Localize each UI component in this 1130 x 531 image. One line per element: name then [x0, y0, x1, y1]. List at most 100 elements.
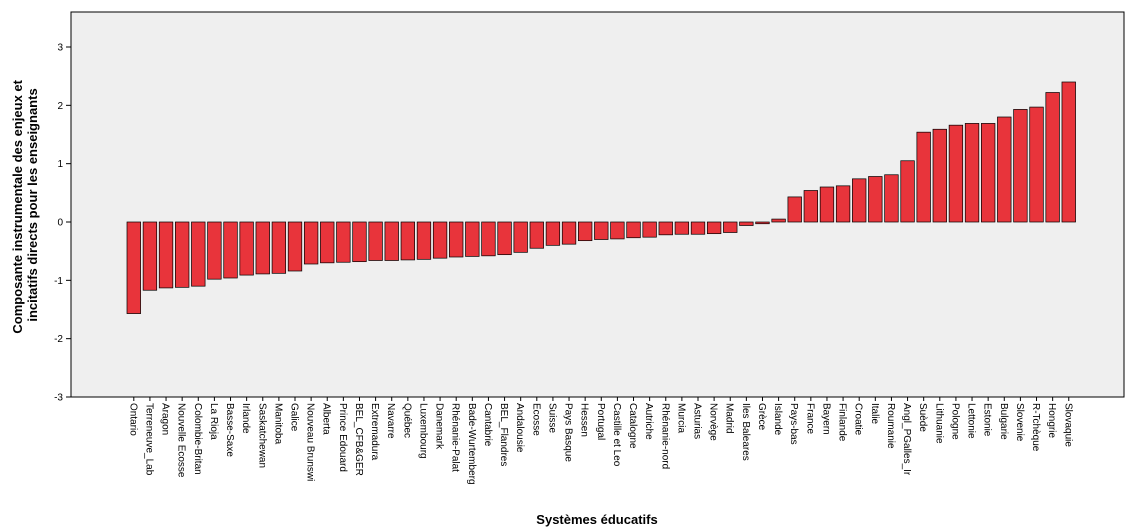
x-tick-label: Bade-Wurtemberg	[466, 403, 477, 485]
x-tick-label: Bulgarie	[998, 403, 1009, 440]
bar	[852, 178, 867, 223]
x-tick-label: Suisse	[546, 403, 557, 433]
bar	[803, 190, 818, 223]
x-tick-label: Norvège	[708, 403, 719, 441]
y-axis-title: Composante instrumentale des enjeux et i…	[10, 76, 40, 333]
x-tick-label: La Rioja	[208, 403, 219, 440]
bar	[287, 221, 303, 272]
bar	[916, 131, 931, 223]
x-tick-label: BEL_Flandres	[498, 403, 509, 466]
x-tick-label: Extremadura	[369, 403, 380, 461]
bar	[868, 176, 883, 223]
x-tick-label: Castille et Leo	[611, 403, 622, 467]
bar	[175, 221, 190, 288]
bar	[835, 185, 851, 223]
bar	[706, 221, 722, 235]
bar	[481, 221, 496, 257]
x-axis-title: Systèmes éducatifs	[536, 512, 657, 527]
bar	[1013, 109, 1028, 223]
y-tick-label: 3	[57, 43, 63, 54]
x-tick-label: Rhénanie-Palat	[450, 403, 461, 472]
bar	[191, 221, 206, 287]
bar	[610, 221, 625, 240]
x-tick-label: Madrid	[724, 403, 735, 434]
x-tick-label: Murcia	[675, 403, 686, 433]
bar	[432, 221, 448, 259]
bar	[561, 221, 577, 245]
x-tick-label: Rhénanie-nord	[659, 403, 670, 469]
x-tick-label: Manitoba	[272, 403, 283, 445]
x-tick-label: Roumanie	[885, 403, 896, 449]
y-tick-label: 1	[57, 159, 63, 170]
bar	[207, 221, 222, 280]
x-tick-label: Croatie	[853, 403, 864, 436]
x-tick-label: Terreneuve_Lab	[143, 403, 154, 476]
bar	[819, 186, 835, 223]
bar	[465, 221, 480, 257]
x-tick-label: Italie	[869, 403, 880, 425]
x-tick-label: Québec	[401, 403, 412, 438]
y-axis: 3 2 1 0 -1 -2 -3	[54, 43, 71, 404]
x-tick-label: Pologne	[949, 403, 960, 440]
y-tick-label: 2	[57, 101, 63, 112]
bar	[545, 221, 561, 246]
bar	[755, 221, 770, 225]
x-tick-label: Navarre	[385, 403, 396, 439]
x-tick-label: Aragon	[160, 403, 171, 435]
bar	[594, 221, 609, 240]
bar	[400, 221, 415, 261]
y-tick-label: -2	[54, 334, 63, 345]
bar	[642, 221, 657, 238]
y-tick-label: -3	[54, 393, 63, 404]
x-tick-label: Hongrie	[1046, 403, 1057, 438]
x-tick-label: BEL_CFB&GER	[353, 403, 364, 476]
bar	[884, 174, 899, 223]
bar	[529, 221, 544, 249]
bar	[739, 221, 754, 226]
x-tick-label: Colombie-Britan	[192, 403, 203, 475]
bar	[416, 221, 432, 260]
x-tick-label: Bayern	[820, 403, 831, 435]
x-tick-label: Pays-bas	[788, 403, 799, 445]
bar	[449, 221, 464, 258]
x-tick-label: Ecosse	[530, 403, 541, 436]
x-tick-label: Andalousie	[514, 403, 525, 453]
x-tick-label: Ontario	[127, 403, 138, 436]
bar	[948, 124, 964, 223]
bar	[723, 221, 738, 233]
x-tick-label: Irlande	[240, 403, 251, 434]
y-axis-title-line-1: Composante instrumentale des enjeux et	[10, 79, 25, 333]
x-tick-label: Asturias	[692, 403, 703, 439]
x-tick-label: Angl_PGalles_Ir	[901, 403, 912, 476]
x-tick-label: Grèce	[756, 403, 767, 431]
x-tick-label: Finlande	[837, 403, 848, 442]
bar	[126, 221, 141, 314]
bar	[787, 196, 802, 223]
bar	[384, 221, 399, 261]
y-tick-label: -1	[54, 276, 63, 287]
bar	[674, 221, 690, 235]
x-tick-label: Danemark	[434, 403, 445, 450]
bar	[255, 221, 270, 275]
bar	[771, 218, 786, 223]
x-tick-label: Luxembourg	[417, 403, 428, 459]
bar	[303, 221, 319, 265]
bar	[578, 221, 593, 242]
x-axis-labels: Ontario Terreneuve_Lab Aragon Nouvelle Ecos…	[127, 397, 1073, 485]
x-tick-label: Galice	[289, 403, 300, 432]
x-tick-label: Suède	[917, 403, 928, 432]
x-tick-label: Nouvelle Ecosse	[176, 403, 187, 478]
x-tick-label: Slovenie	[1014, 403, 1025, 442]
x-tick-label: Catalogne	[627, 403, 638, 449]
bar	[997, 116, 1012, 223]
x-tick-label: Lettonie	[966, 403, 977, 439]
x-tick-label: Alberta	[321, 403, 332, 435]
x-tick-label: France	[804, 403, 815, 435]
bar	[271, 221, 287, 274]
x-tick-label: Portugal	[595, 403, 606, 440]
bar	[239, 221, 254, 276]
bar	[368, 221, 383, 261]
bar	[320, 221, 335, 264]
bar	[964, 123, 980, 223]
